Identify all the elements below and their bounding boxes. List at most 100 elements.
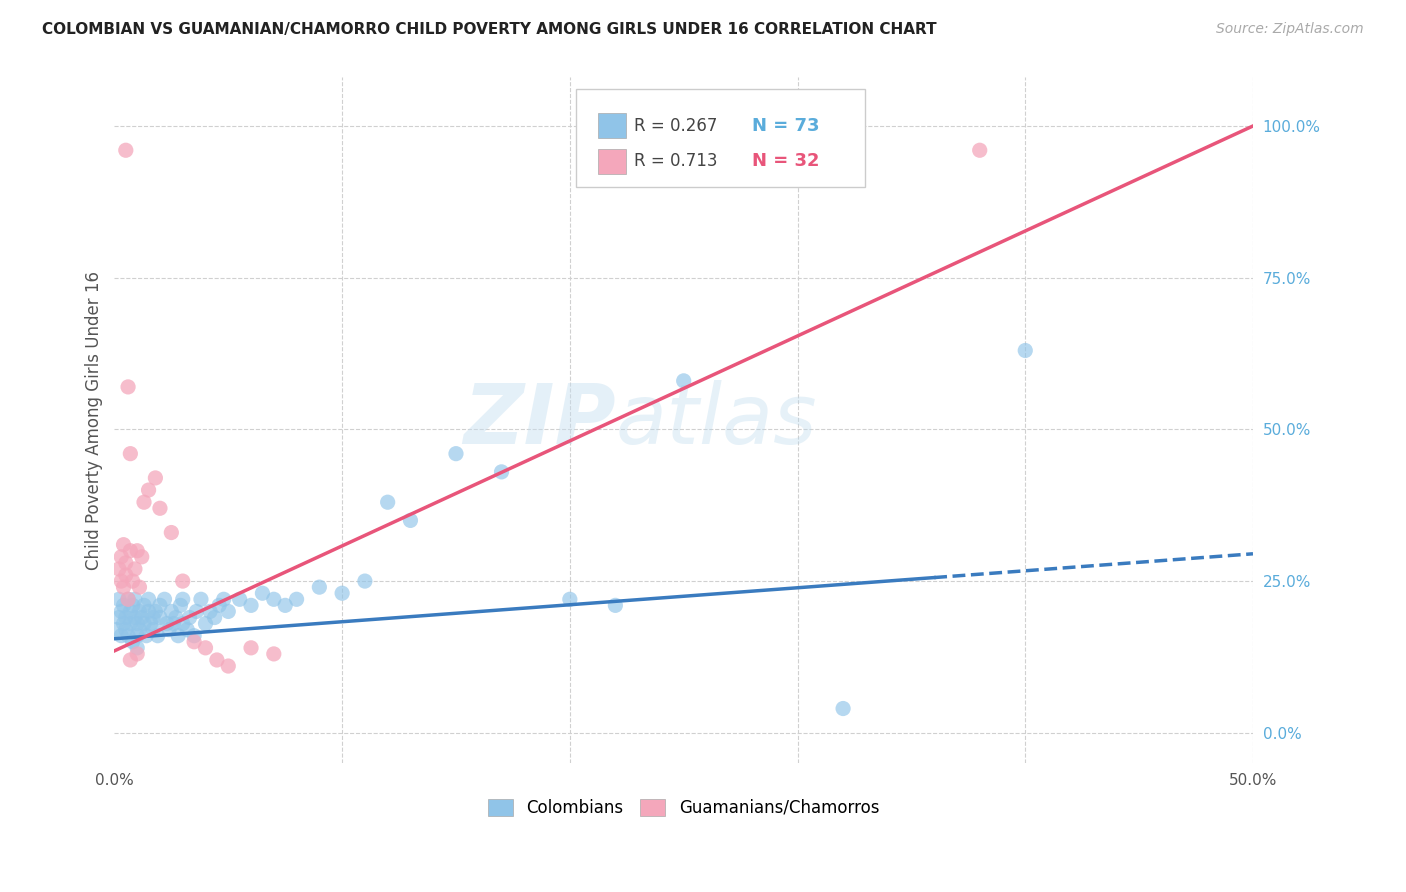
Point: [354, 574, 377, 588]
Point: [240, 599, 263, 613]
Point: [558, 592, 581, 607]
Point: [212, 592, 235, 607]
Point: [162, 616, 184, 631]
Point: [127, 616, 149, 631]
Text: COLOMBIAN VS GUAMANIAN/CHAMORRO CHILD POVERTY AMONG GIRLS UNDER 16 CORRELATION C: COLOMBIAN VS GUAMANIAN/CHAMORRO CHILD PO…: [42, 22, 936, 37]
Point: [142, 623, 165, 637]
Point: [108, 562, 131, 576]
Point: [156, 616, 179, 631]
Point: [217, 604, 239, 618]
Point: [114, 623, 136, 637]
Point: [114, 556, 136, 570]
Point: [127, 629, 149, 643]
Point: [194, 640, 217, 655]
Point: [117, 592, 139, 607]
Point: [120, 604, 142, 618]
Point: [120, 543, 142, 558]
Point: [112, 599, 135, 613]
Text: Source: ZipAtlas.com: Source: ZipAtlas.com: [1216, 22, 1364, 37]
Point: [128, 604, 150, 618]
Point: [145, 604, 167, 618]
Point: [377, 495, 399, 509]
Point: [110, 629, 132, 643]
Point: [240, 640, 263, 655]
Text: R = 0.713: R = 0.713: [634, 153, 717, 170]
Point: [149, 610, 172, 624]
Point: [969, 143, 991, 157]
Point: [274, 599, 297, 613]
Point: [228, 592, 250, 607]
Point: [128, 623, 150, 637]
Point: [139, 616, 162, 631]
Point: [208, 599, 231, 613]
Point: [135, 629, 157, 643]
Point: [110, 604, 132, 618]
Point: [167, 629, 190, 643]
Point: [132, 599, 155, 613]
Point: [285, 592, 308, 607]
Point: [172, 574, 194, 588]
Point: [110, 574, 132, 588]
Point: [127, 543, 149, 558]
Point: [204, 610, 226, 624]
Point: [190, 592, 212, 607]
Point: [120, 447, 142, 461]
Point: [131, 549, 153, 564]
Point: [108, 592, 131, 607]
Point: [117, 380, 139, 394]
Point: [142, 610, 165, 624]
Point: [169, 599, 191, 613]
Point: [183, 634, 205, 648]
Point: [153, 592, 176, 607]
Point: [124, 562, 146, 576]
Point: [112, 580, 135, 594]
Point: [194, 616, 217, 631]
Text: ZIP: ZIP: [463, 380, 616, 461]
Point: [186, 604, 208, 618]
Point: [1014, 343, 1036, 358]
Point: [121, 634, 143, 648]
Point: [252, 586, 274, 600]
Point: [121, 599, 143, 613]
Text: atlas: atlas: [616, 380, 817, 461]
Point: [146, 629, 169, 643]
Point: [330, 586, 353, 600]
Point: [120, 616, 142, 631]
Point: [160, 604, 183, 618]
Point: [121, 574, 143, 588]
Point: [832, 701, 855, 715]
Point: [117, 592, 139, 607]
Point: [145, 471, 167, 485]
Point: [165, 610, 187, 624]
Point: [105, 623, 128, 637]
Point: [120, 653, 142, 667]
Point: [217, 659, 239, 673]
Point: [138, 592, 160, 607]
Point: [183, 629, 205, 643]
Point: [127, 647, 149, 661]
Point: [308, 580, 330, 594]
Point: [108, 610, 131, 624]
Point: [124, 592, 146, 607]
Point: [263, 647, 285, 661]
Point: [491, 465, 513, 479]
Point: [172, 616, 194, 631]
Point: [179, 610, 201, 624]
Point: [112, 538, 135, 552]
Point: [172, 592, 194, 607]
Point: [138, 604, 160, 618]
Text: R = 0.267: R = 0.267: [634, 117, 717, 135]
Point: [157, 623, 180, 637]
Point: [114, 568, 136, 582]
Point: [605, 599, 627, 613]
Point: [444, 447, 467, 461]
Point: [176, 623, 198, 637]
Point: [198, 604, 221, 618]
Y-axis label: Child Poverty Among Girls Under 16: Child Poverty Among Girls Under 16: [86, 271, 103, 570]
Point: [138, 483, 160, 497]
Point: [127, 640, 149, 655]
Point: [110, 549, 132, 564]
Point: [117, 629, 139, 643]
Point: [132, 495, 155, 509]
Point: [114, 143, 136, 157]
